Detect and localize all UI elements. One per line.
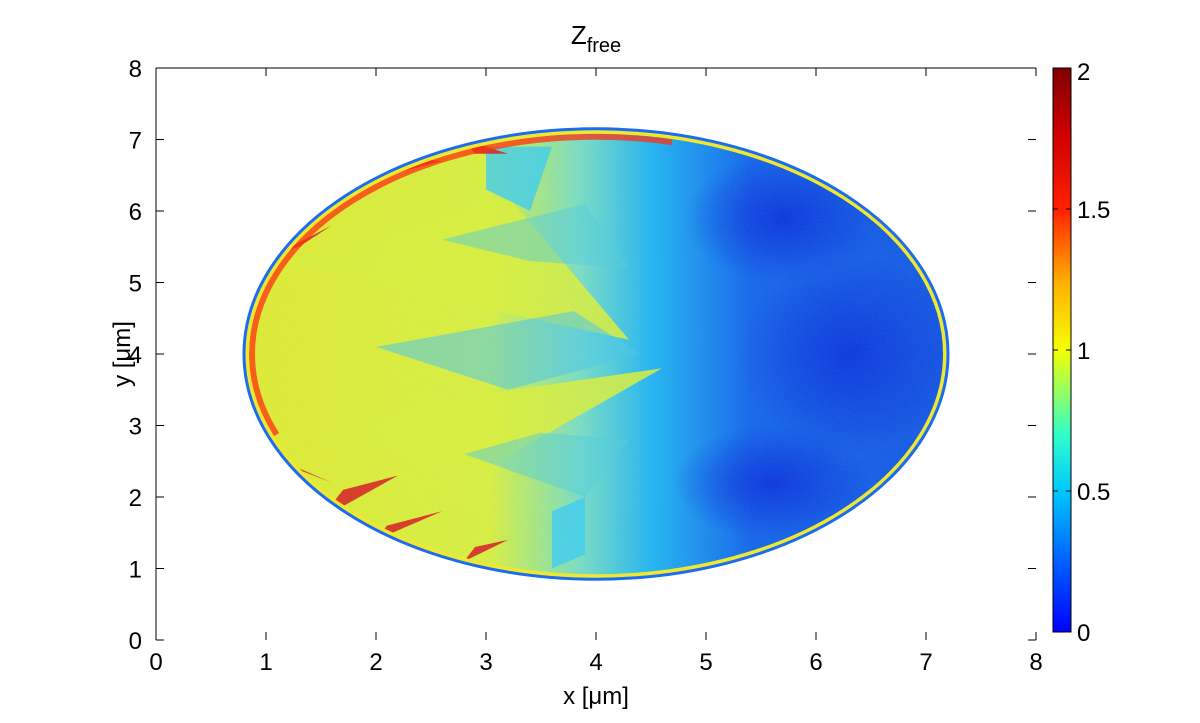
x-tick-label: 4: [589, 649, 602, 676]
y-tick-label: 7: [129, 128, 142, 155]
y-axis-label: y [μm]: [109, 321, 136, 387]
rim-blue-edge: [242, 127, 950, 581]
colorbar-tick-label: 1: [1077, 338, 1090, 365]
y-tick-label: 2: [129, 485, 142, 512]
y-tick-label: 1: [129, 557, 142, 584]
colorbar-tick-label: 2: [1077, 59, 1090, 86]
y-tick-label: 8: [129, 56, 142, 83]
rim-yellow-band: [245, 129, 947, 579]
y-tick-label: 6: [129, 199, 142, 226]
x-tick-label: 0: [149, 649, 162, 676]
colorbar-tick-label: 0: [1077, 620, 1090, 647]
x-tick-label: 5: [699, 649, 712, 676]
colorbar-tick-label: 0.5: [1077, 479, 1110, 506]
y-tick-label: 0: [129, 628, 142, 655]
y-tick-label: 4: [129, 342, 142, 369]
x-tick-label: 2: [369, 649, 382, 676]
colorbar-tick-label: 1.5: [1077, 197, 1110, 224]
x-axis-label: x [μm]: [563, 683, 629, 710]
x-tick-label: 8: [1029, 649, 1042, 676]
y-tick-label: 3: [129, 414, 142, 441]
rim-red-band: [249, 133, 943, 575]
y-tick-label: 5: [129, 271, 142, 298]
x-tick-label: 6: [809, 649, 822, 676]
x-tick-label: 1: [259, 649, 272, 676]
chart-title: Zfree: [571, 20, 621, 57]
heatmap-field: [244, 128, 948, 580]
x-tick-label: 7: [919, 649, 932, 676]
heatmap-noise: [244, 128, 948, 580]
x-tick-label: 3: [479, 649, 492, 676]
